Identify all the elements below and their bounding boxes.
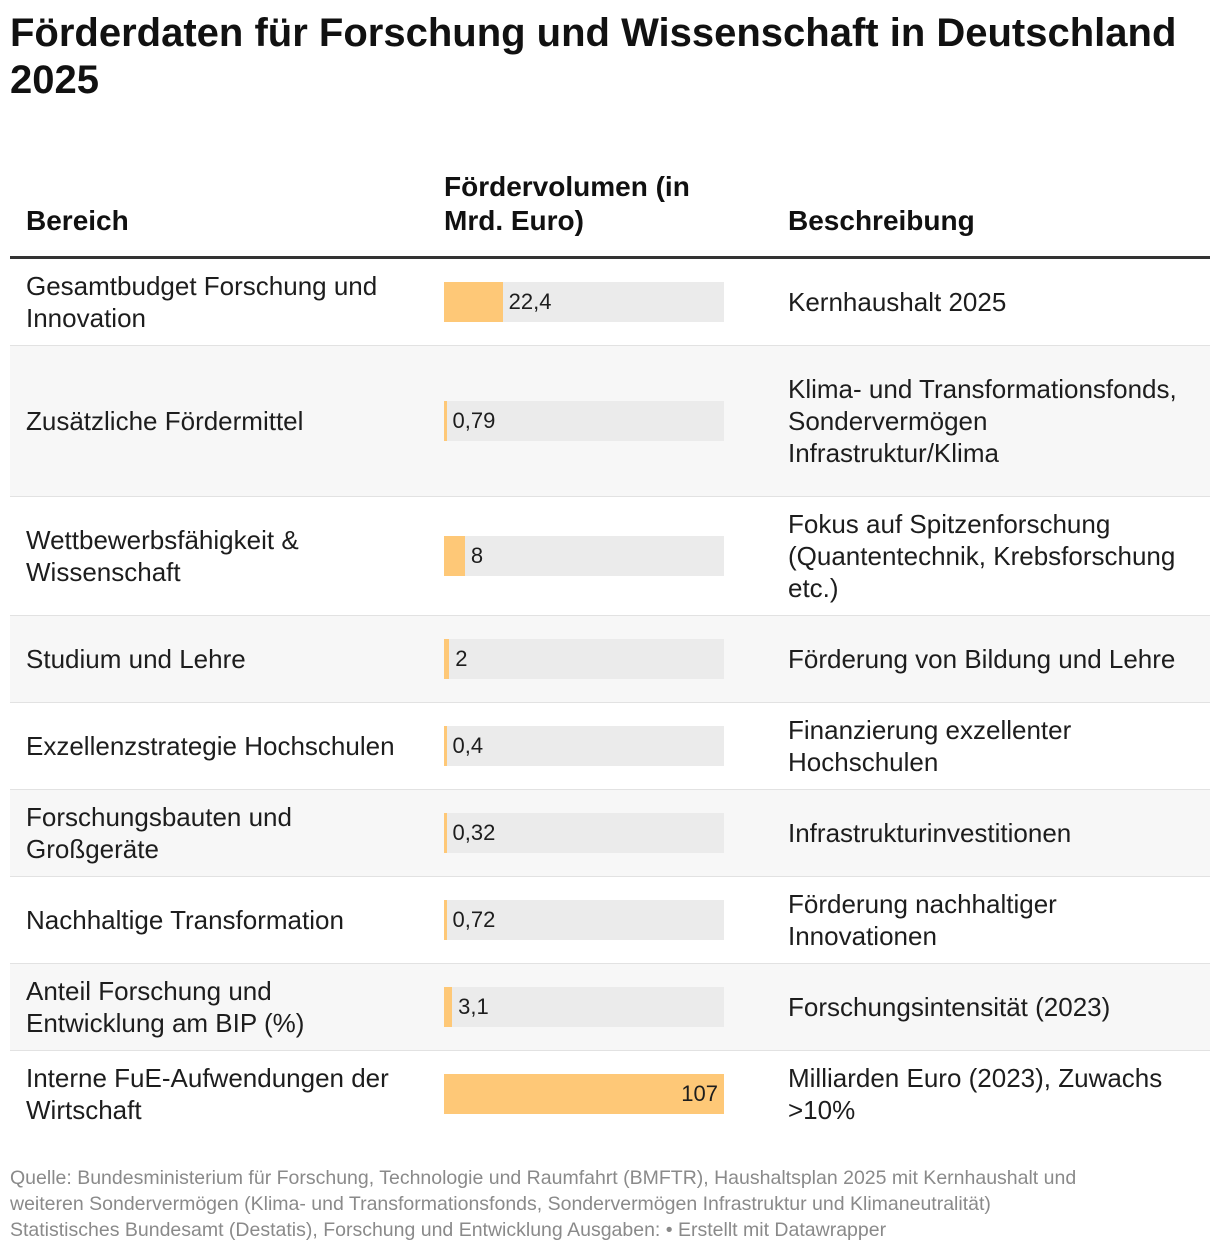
column-header-bereich[interactable]: Bereich (26, 205, 129, 236)
cell-bereich: Wettbewerbsfähigkeit & Wissenschaft (26, 525, 299, 587)
table-row: Wettbewerbsfähigkeit & Wissenschaft 8 Foku… (10, 497, 1210, 616)
cell-beschreibung: Förderung von Bildung und Lehre (788, 644, 1176, 674)
source-line-3: Statistisches Bundesamt (Destatis), Fors… (10, 1219, 887, 1241)
bar[interactable] (444, 900, 447, 940)
cell-bereich: Anteil Forschung und Entwicklung am BIP … (26, 976, 305, 1038)
cell-volumen: 0,79 (444, 346, 724, 496)
bar-value-label: 8 (470, 543, 484, 568)
column-header-beschreibung[interactable]: Beschreibung (788, 205, 975, 236)
bar-value-label: 2 (455, 646, 468, 671)
table-body: Gesamtbudget Forschung und Innovation 22,… (10, 259, 1210, 1137)
bar-value-label: 0,72 (452, 907, 496, 932)
cell-bereich: Studium und Lehre (26, 644, 246, 674)
cell-bereich: Forschungsbauten und Großgeräte (26, 802, 292, 864)
bar[interactable] (444, 282, 503, 322)
cell-beschreibung: Fokus auf Spitzenforschung (Quantentechn… (788, 509, 1176, 603)
bar[interactable] (444, 1074, 724, 1114)
bar-track: 2 (444, 639, 724, 679)
bar-value-label: 22,4 (508, 289, 552, 314)
cell-beschreibung: Forschungsintensität (2023) (788, 992, 1111, 1022)
bar-track: 0,79 (444, 401, 724, 441)
source-line-1: Quelle: Bundesministerium für Forschung,… (10, 1167, 1077, 1189)
bar[interactable] (444, 639, 450, 679)
cell-volumen: 22,4 (444, 259, 724, 345)
cell-bereich: Nachhaltige Transformation (26, 905, 344, 935)
source-line-2: weiteren Sondervermögen (Klima- und Tran… (10, 1193, 991, 1215)
bar-track: 107 (444, 1074, 724, 1114)
bar-track: 8 (444, 536, 724, 576)
column-header-volumen[interactable]: Fördervolumen (in Mrd. Euro) (444, 171, 690, 236)
cell-volumen: 3,1 (444, 964, 724, 1050)
cell-beschreibung: Kernhaushalt 2025 (788, 287, 1007, 317)
cell-beschreibung: Infrastrukturinvestitionen (788, 818, 1072, 848)
cell-beschreibung: Klima- und Transformationsfonds, Sonderv… (788, 374, 1177, 468)
cell-bereich: Exzellenzstrategie Hochschulen (26, 731, 395, 761)
bar-value-label: 3,1 (458, 994, 489, 1019)
bar[interactable] (444, 987, 453, 1027)
bar[interactable] (444, 536, 465, 576)
bar-value-label: 0,32 (452, 820, 496, 845)
cell-bereich: Interne FuE-Aufwendungen der Wirtschaft (26, 1063, 389, 1125)
bar-track: 3,1 (444, 987, 724, 1027)
cell-volumen: 8 (444, 497, 724, 615)
table-row: Nachhaltige Transformation 0,72 Förderung … (10, 877, 1210, 964)
bar[interactable] (444, 726, 447, 766)
table-row: Zusätzliche Fördermittel 0,79 Klima- und T… (10, 346, 1210, 497)
cell-bereich: Gesamtbudget Forschung und Innovation (26, 271, 378, 333)
bar[interactable] (444, 401, 447, 441)
cell-volumen: 107 (444, 1051, 724, 1137)
chart-title: Förderdaten für Forschung und Wissenscha… (10, 11, 1177, 102)
bar-value-label: 107 (681, 1081, 718, 1106)
cell-volumen: 0,72 (444, 877, 724, 963)
bar-value-label: 0,4 (452, 733, 484, 758)
cell-beschreibung: Milliarden Euro (2023), Zuwachs >10% (788, 1063, 1163, 1125)
table-header: Bereich Fördervolumen (in Mrd. Euro) Bes… (10, 162, 1210, 259)
table-row: Interne FuE-Aufwendungen der Wirtschaft 1… (10, 1051, 1210, 1137)
table-row: Gesamtbudget Forschung und Innovation 22,… (10, 259, 1210, 346)
cell-volumen: 2 (444, 616, 724, 702)
bar[interactable] (444, 813, 447, 853)
data-table: Bereich Fördervolumen (in Mrd. Euro) Bes… (10, 162, 1210, 1137)
table-row: Exzellenzstrategie Hochschulen 0,4 Finanzi… (10, 703, 1210, 790)
bar-track: 0,4 (444, 726, 724, 766)
cell-bereich: Zusätzliche Fördermittel (26, 406, 304, 436)
bar-track: 0,72 (444, 900, 724, 940)
table-row: Anteil Forschung und Entwicklung am BIP … (10, 964, 1210, 1051)
bar-value-label: 0,79 (452, 408, 496, 433)
table-row: Forschungsbauten und Großgeräte 0,32 Infra… (10, 790, 1210, 877)
cell-beschreibung: Finanzierung exzellenter Hochschulen (788, 715, 1072, 777)
bar-track: 0,32 (444, 813, 724, 853)
cell-volumen: 0,32 (444, 790, 724, 876)
cell-volumen: 0,4 (444, 703, 724, 789)
cell-beschreibung: Förderung nachhaltiger Innovationen (788, 889, 1057, 951)
table-row: Studium und Lehre 2 Förderung von Bildung … (10, 616, 1210, 703)
bar-track: 22,4 (444, 282, 724, 322)
source-footer: Quelle: Bundesministerium für Forschung,… (10, 1165, 1215, 1243)
